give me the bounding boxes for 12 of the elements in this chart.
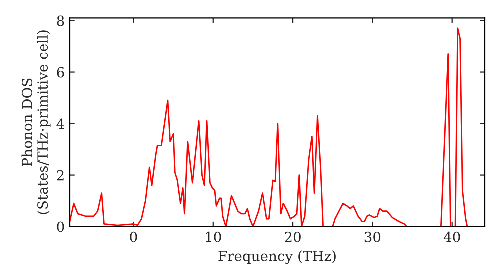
y-tick-label: 4 — [56, 118, 64, 130]
x-tick-label: 10 — [206, 232, 222, 242]
x-axis-title: Frequency (THz) — [218, 250, 336, 264]
x-tick-label: 20 — [285, 232, 301, 242]
y-tick-label: 8 — [57, 16, 64, 26]
x-tick-label: 30 — [364, 232, 381, 242]
y-tick-label: 2 — [57, 170, 64, 181]
y-axis-title: Phonon DOS (States/THz·primitive cell) — [22, 30, 51, 214]
y-tick-label: 6 — [57, 67, 64, 78]
x-tick-label: 40 — [444, 232, 460, 242]
x-tick-label: 0 — [130, 232, 138, 242]
y-tick-label: 0 — [57, 222, 64, 232]
